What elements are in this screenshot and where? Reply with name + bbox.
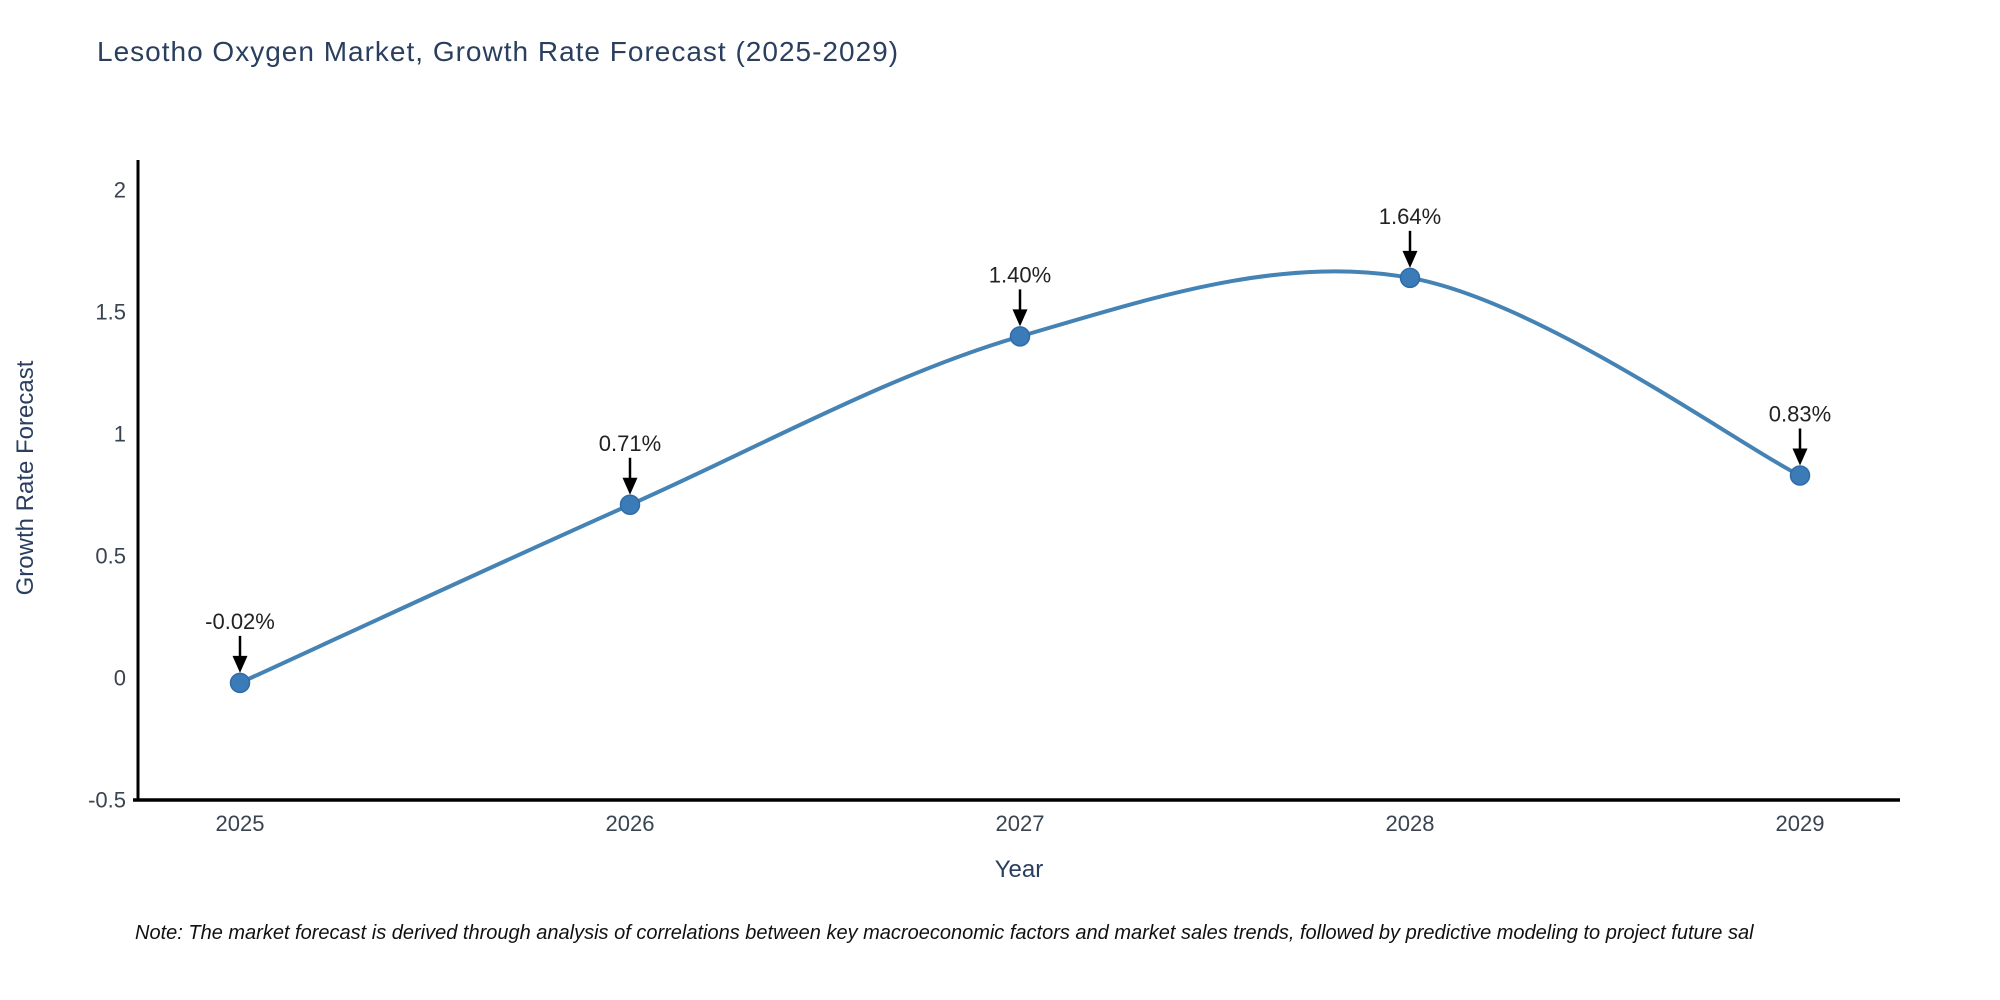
annotation-arrowhead	[1792, 448, 1808, 466]
annotation-label: 0.71%	[599, 431, 661, 456]
y-tick-label: -0.5	[88, 788, 126, 813]
footnote: Note: The market forecast is derived thr…	[135, 922, 1754, 944]
chart-title: Lesotho Oxygen Market, Growth Rate Forec…	[97, 36, 900, 67]
x-tick-label: 2025	[216, 811, 265, 836]
y-tick-label: 0	[114, 666, 126, 691]
x-tick-label: 2027	[996, 811, 1045, 836]
x-axis-title: Year	[994, 856, 1044, 883]
annotation-label: 1.64%	[1379, 204, 1441, 229]
data-point-marker	[1009, 326, 1031, 347]
y-tick-label: 2	[114, 178, 126, 203]
annotation-arrowhead	[622, 477, 638, 495]
x-tick-label: 2029	[1776, 811, 1825, 836]
x-tick-label: 2028	[1386, 811, 1435, 836]
annotation-arrowhead	[232, 655, 248, 673]
annotation-arrowhead	[1012, 309, 1028, 327]
data-point-marker	[619, 494, 641, 516]
y-tick-label: 1	[114, 422, 126, 447]
annotation-label: 1.40%	[989, 262, 1051, 287]
data-point-marker	[1789, 465, 1811, 486]
data-point-marker	[1399, 267, 1421, 289]
y-tick-label: 1.5	[95, 300, 126, 325]
annotation-label: -0.02%	[205, 609, 275, 634]
annotation-arrowhead	[1402, 250, 1418, 268]
x-tick-label: 2026	[606, 811, 655, 836]
data-point-marker	[229, 672, 251, 694]
y-tick-label: 0.5	[95, 544, 126, 569]
annotation-label: 0.83%	[1769, 401, 1831, 426]
